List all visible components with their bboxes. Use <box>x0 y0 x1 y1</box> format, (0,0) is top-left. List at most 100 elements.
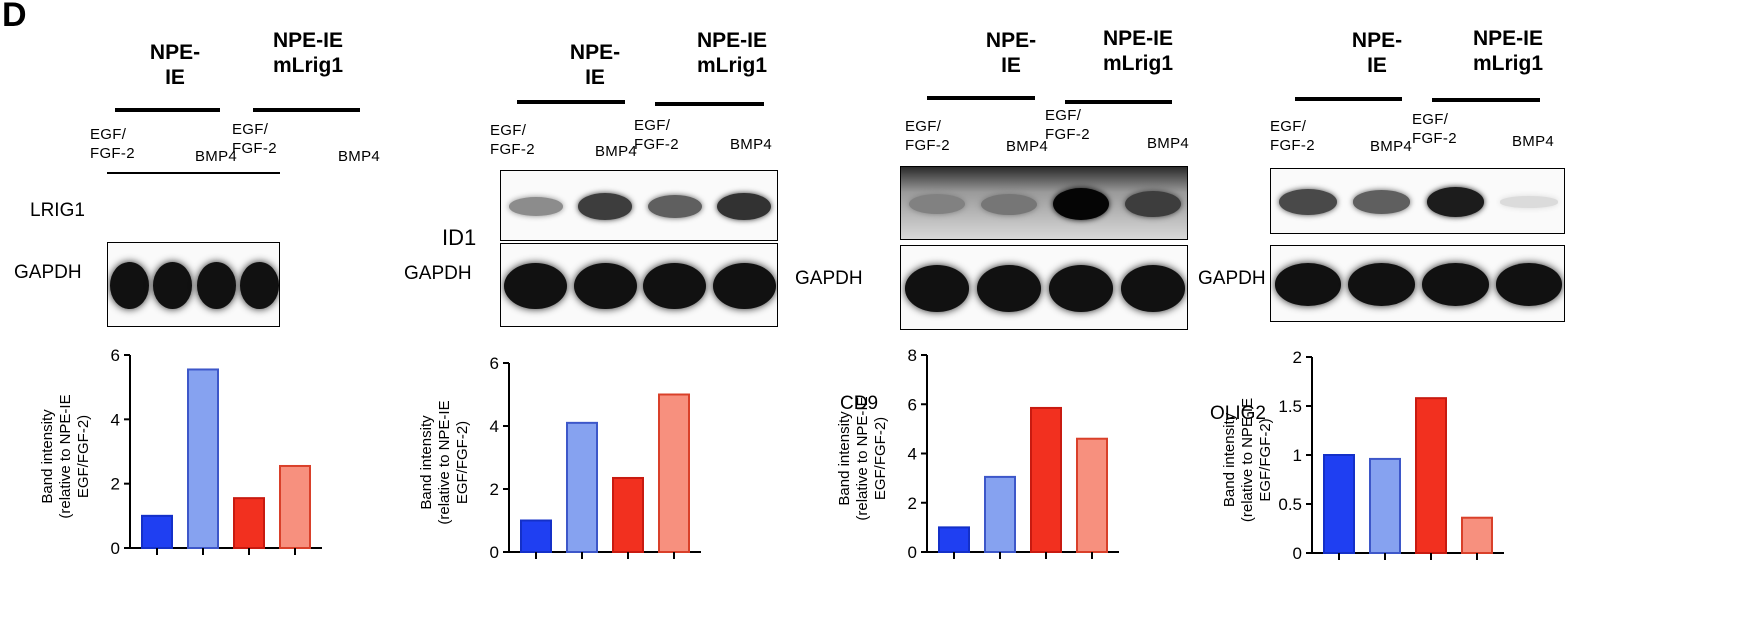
lane-label: BMP4 <box>1512 133 1555 150</box>
y-tick-label: 2 <box>111 475 120 494</box>
y-axis-label-line: EGF/FGF-2) <box>454 421 471 504</box>
lane-label: EGF/ FGF-2 <box>1045 107 1090 143</box>
gapdh-label: GAPDH <box>795 268 863 289</box>
bar <box>984 475 1016 553</box>
band <box>1348 263 1415 306</box>
y-axis-label-line: EGF/FGF-2) <box>1257 418 1274 501</box>
condition-header: NPE-IE mLrig1 <box>1102 27 1173 75</box>
band <box>1352 190 1411 214</box>
band <box>712 262 776 310</box>
target-label: OLIG2 <box>1210 403 1266 424</box>
bar <box>233 497 265 549</box>
band <box>980 193 1038 215</box>
panel-lrig1: NPE- IE NPE-IE mLrig1 EGF/ FGF-2 BMP4 EGF/ F… <box>0 0 440 630</box>
bar <box>279 464 311 549</box>
blot-gapdh <box>1270 245 1565 322</box>
condition-bracket <box>1295 97 1402 101</box>
y-tick-label: 1.5 <box>1278 397 1302 416</box>
band <box>110 262 150 309</box>
blot-lrig1 <box>107 172 280 174</box>
band <box>904 265 970 312</box>
blot-cd9 <box>900 166 1188 240</box>
condition-bracket <box>517 100 625 104</box>
y-axis-label-line: Band intensity <box>39 409 56 504</box>
y-tick-label: 2 <box>1293 348 1302 367</box>
y-tick-label: 6 <box>490 354 499 373</box>
y-axis-label: Band intensity (relative to NPE-IE EGF/FGF… <box>39 394 92 518</box>
band <box>196 262 236 309</box>
band <box>717 192 772 221</box>
blot-gapdh <box>900 245 1188 330</box>
y-axis-label-line: (relative to NPE-IE <box>57 394 74 518</box>
panel-olig2: NPE- IE NPE-IE mLrig1 EGF/ FGF-2 BMP4 EGF/ F… <box>1190 0 1630 630</box>
y-tick-label: 0 <box>1293 544 1302 563</box>
band <box>908 194 966 214</box>
y-axis-label-line: Band intensity <box>418 415 435 510</box>
lane-label: BMP4 <box>1147 135 1190 152</box>
condition-bracket <box>655 102 764 106</box>
bar-chart: 0 2 4 6 8 Band intensity (relative to NPE-IE EG… <box>836 346 1119 562</box>
gapdh-label: GAPDH <box>14 262 82 283</box>
lane-label: EGF/ FGF-2 <box>634 117 679 153</box>
gapdh-label: GAPDH <box>404 263 472 284</box>
band <box>573 262 637 310</box>
bar <box>1076 437 1108 553</box>
band <box>1048 265 1114 312</box>
target-label: CD9 <box>840 393 879 414</box>
band <box>113 172 147 174</box>
band <box>1279 189 1337 215</box>
condition-header: NPE- IE <box>569 41 621 89</box>
band <box>976 265 1042 312</box>
blot-id1 <box>500 170 778 241</box>
condition-header: NPE- IE <box>149 41 201 89</box>
condition-bracket <box>1432 98 1540 102</box>
bar <box>1369 457 1401 554</box>
panel-letter: D <box>2 0 27 34</box>
gapdh-label: GAPDH <box>1198 268 1266 289</box>
band <box>578 193 633 220</box>
band <box>647 194 702 219</box>
condition-bracket <box>927 96 1035 100</box>
bar <box>566 421 598 553</box>
y-tick-label: 0 <box>908 543 917 562</box>
band <box>239 262 279 309</box>
bar <box>1030 406 1062 553</box>
blot-gapdh <box>107 242 280 327</box>
bar-chart: 0 2 4 6 Band intensity (relative to NPE-IE EGF… <box>418 354 701 562</box>
band <box>1495 263 1563 306</box>
band <box>1052 188 1110 220</box>
band <box>1120 265 1186 312</box>
band <box>199 172 233 174</box>
bar <box>612 476 644 554</box>
y-axis-label: Band intensity (relative to NPE-IE EGF/FGF… <box>1221 398 1274 522</box>
y-tick-label: 2 <box>490 480 499 499</box>
band <box>1426 187 1485 217</box>
band <box>1274 263 1342 306</box>
y-axis-label: Band intensity (relative to NPE-IE EGF/FGF… <box>418 400 471 524</box>
target-label: LRIG1 <box>30 200 85 221</box>
band <box>1500 196 1558 208</box>
band <box>508 197 563 216</box>
bar <box>1461 516 1493 554</box>
lane-label: BMP4 <box>595 143 638 160</box>
bar <box>187 368 219 549</box>
band <box>156 172 190 174</box>
condition-bracket <box>115 108 220 112</box>
y-tick-label: 6 <box>111 346 120 365</box>
lane-label: EGF/ FGF-2 <box>90 126 135 162</box>
bar <box>938 526 970 553</box>
condition-header: NPE- IE <box>985 29 1037 77</box>
y-axis-label: Band intensity (relative to NPE-IE EGF/FGF… <box>836 396 889 520</box>
y-tick-label: 8 <box>908 346 917 365</box>
y-axis-label-line: EGF/FGF-2) <box>872 417 889 500</box>
bar <box>141 514 173 549</box>
lane-label: BMP4 <box>338 148 381 165</box>
bar <box>1323 454 1355 554</box>
y-tick-label: 0 <box>490 543 499 562</box>
blot-gapdh <box>500 243 778 327</box>
condition-header: NPE-IE mLrig1 <box>1472 27 1543 75</box>
y-axis-label-line: (relative to NPE-IE <box>1239 398 1256 522</box>
lane-label: EGF/ FGF-2 <box>1270 118 1315 154</box>
y-axis-label-line: Band intensity <box>836 411 853 506</box>
condition-header: NPE- IE <box>1351 29 1403 77</box>
